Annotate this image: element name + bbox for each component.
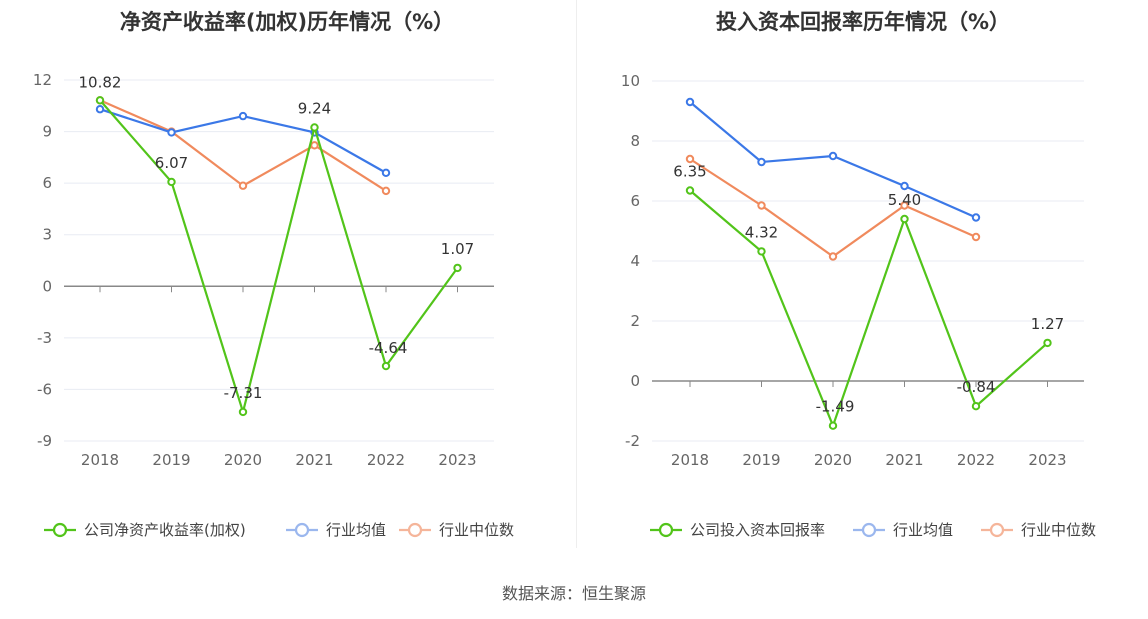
roic-chart-panel: 投入资本回报率历年情况（%） -2 0 2 4 6 8 10 2018 2019 2020 2021… — [578, 0, 1148, 560]
data-point — [757, 247, 766, 256]
x-tick-label: 2021 — [885, 451, 923, 469]
y-tick-label: 9 — [42, 123, 52, 141]
data-label: 9.24 — [298, 99, 331, 117]
data-label: 6.35 — [673, 163, 706, 181]
data-label: 5.40 — [888, 191, 921, 209]
data-point — [95, 96, 105, 105]
x-tick-label: 2022 — [957, 451, 995, 469]
legend-label: 公司净资产收益率(加权) — [84, 521, 246, 539]
data-point — [167, 177, 176, 187]
legend-item[interactable]: 公司净资产收益率(加权) — [44, 521, 246, 539]
x-tick-label: 2023 — [1028, 451, 1066, 469]
legend-item[interactable]: 行业均值 — [853, 521, 953, 539]
legend-swatch-marker — [52, 522, 68, 538]
legend-item[interactable]: 行业中位数 — [399, 521, 514, 539]
y-tick-label: -3 — [37, 329, 52, 347]
legend-label: 行业中位数 — [439, 521, 514, 539]
data-point — [453, 263, 462, 273]
legend-swatch-marker — [989, 522, 1005, 538]
data-point — [900, 181, 909, 191]
y-tick-label: 0 — [42, 277, 52, 295]
data-point — [971, 232, 981, 242]
data-source-note: 数据来源：恒生聚源 — [501, 584, 646, 603]
data-point — [685, 97, 695, 107]
roe-chart: -9 -6 -3 0 3 6 9 12 2018 2019 2020 2021 2022 2023 10.8… — [33, 71, 514, 539]
roe-chart-panel: 净资产收益率(加权)历年情况（%） -9 -6 -3 0 3 6 9 12 2018 2019 20… — [0, 0, 574, 560]
legend-swatch-marker — [294, 522, 310, 538]
y-tick-label: 4 — [630, 252, 640, 270]
y-tick-label: -6 — [37, 380, 52, 398]
x-tick-label: 2021 — [295, 451, 333, 469]
data-point — [238, 111, 248, 121]
data-point — [828, 252, 838, 261]
y-tick-label: -2 — [625, 432, 640, 450]
legend-item[interactable]: 行业均值 — [286, 521, 386, 539]
legend-label: 行业均值 — [893, 521, 953, 539]
legend-item[interactable]: 行业中位数 — [981, 521, 1096, 539]
y-tick-label: 0 — [630, 372, 640, 390]
x-tick-label: 2018 — [81, 451, 119, 469]
legend-label: 行业中位数 — [1021, 521, 1096, 539]
series-line — [689, 158, 977, 258]
data-point — [685, 154, 695, 164]
data-point — [310, 141, 319, 150]
x-tick-label: 2019 — [152, 451, 190, 469]
data-point — [167, 128, 176, 137]
legend-swatch-marker — [861, 522, 877, 538]
data-point — [757, 201, 766, 210]
data-label: 10.82 — [79, 73, 122, 91]
x-tick-label: 2022 — [367, 451, 405, 469]
data-point — [685, 186, 695, 195]
data-label: -4.64 — [369, 339, 408, 357]
data-point — [828, 151, 838, 161]
data-label: -7.31 — [224, 384, 263, 402]
y-tick-label: 3 — [42, 226, 52, 244]
legend-item[interactable]: 公司投入资本回报率 — [650, 521, 825, 539]
data-label: -1.49 — [816, 398, 855, 416]
data-label: 1.07 — [441, 240, 474, 258]
data-point — [95, 105, 105, 114]
x-tick-label: 2019 — [742, 451, 780, 469]
legend-swatch-marker — [658, 522, 674, 538]
data-point — [971, 402, 981, 411]
data-label: 4.32 — [745, 223, 778, 241]
data-point — [310, 123, 319, 132]
x-tick-label: 2018 — [671, 451, 709, 469]
y-tick-label: 2 — [630, 312, 640, 330]
y-tick-label: -9 — [37, 432, 52, 450]
chart-title: 净资产收益率(加权)历年情况（%） — [119, 10, 455, 34]
legend-label: 公司投入资本回报率 — [690, 521, 825, 539]
data-point — [1043, 338, 1052, 348]
data-label: 6.07 — [155, 154, 188, 172]
data-point — [828, 421, 838, 430]
legend-label: 行业均值 — [326, 521, 386, 539]
chart-title: 投入资本回报率历年情况（%） — [715, 10, 1011, 34]
series-line — [99, 99, 459, 417]
y-tick-label: 12 — [33, 71, 52, 89]
y-tick-label: 6 — [42, 174, 52, 192]
data-label: -0.84 — [957, 378, 996, 396]
series-line — [689, 189, 1049, 429]
data-point — [381, 168, 391, 178]
data-point — [900, 214, 909, 224]
y-tick-label: 8 — [630, 132, 640, 150]
legend-swatch-marker — [407, 522, 423, 538]
data-point — [238, 407, 248, 417]
x-tick-label: 2023 — [438, 451, 476, 469]
panel-divider — [576, 0, 577, 548]
y-tick-label: 10 — [621, 72, 640, 90]
data-label: 1.27 — [1031, 315, 1064, 333]
y-tick-label: 6 — [630, 192, 640, 210]
data-point — [971, 213, 981, 222]
x-tick-label: 2020 — [224, 451, 262, 469]
data-point — [900, 201, 909, 210]
data-point — [757, 157, 766, 167]
x-tick-label: 2020 — [814, 451, 852, 469]
data-point — [381, 186, 391, 196]
roic-chart: -2 0 2 4 6 8 10 2018 2019 2020 2021 2022 2023 6.35 4.3… — [621, 72, 1096, 539]
data-point — [238, 181, 248, 190]
data-point — [381, 361, 391, 371]
